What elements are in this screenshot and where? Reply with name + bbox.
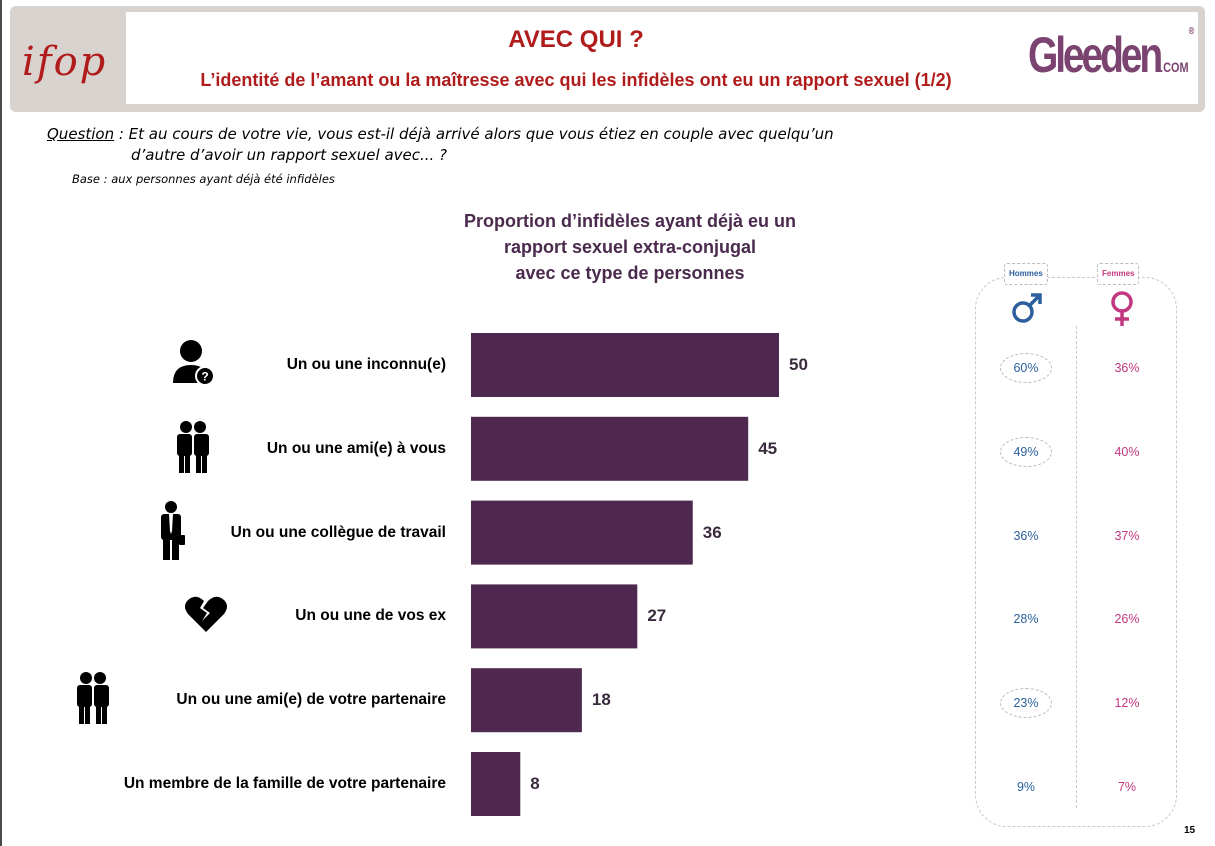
page-left-edge	[0, 0, 2, 846]
gleeden-logo: Gleeden.COM ®	[1028, 26, 1194, 90]
bar-1	[471, 333, 779, 397]
gender-divider	[1076, 326, 1077, 808]
men-column-label: Hommes	[1004, 263, 1048, 285]
header-panel	[126, 12, 1198, 104]
men-highlight-ring-5	[1000, 688, 1052, 719]
page-title: AVEC QUI ?	[508, 26, 644, 53]
category-label-3: Un ou une collègue de travail	[230, 523, 446, 541]
broken-heart-icon	[184, 594, 228, 638]
men-pct-2: 49%	[1013, 444, 1039, 459]
bar-4	[471, 584, 638, 649]
value-label-1: 50	[789, 355, 808, 374]
female-symbol-icon	[1111, 291, 1133, 326]
bar-6	[471, 752, 521, 816]
ifop-logo: ifop	[22, 39, 108, 85]
chart-title-line-1: Proportion d’infidèles ayant déjà eu un	[463, 211, 797, 231]
category-label-4: Un ou une de vos ex	[295, 607, 446, 625]
men-pct-4: 28%	[1013, 612, 1039, 627]
male-symbol-icon	[1012, 293, 1042, 323]
women-pct-4: 26%	[1114, 612, 1140, 627]
category-label-2: Un ou une ami(e) à vous	[266, 439, 446, 457]
value-label-5: 18	[591, 690, 611, 710]
category-label-5: Un ou une ami(e) de votre partenaire	[176, 691, 446, 709]
women-pct-3: 37%	[1114, 528, 1140, 543]
chart-title: Proportion d’infidèles ayant déjà eu un …	[440, 208, 820, 286]
category-label-1: Un ou une inconnu(e)	[286, 356, 446, 373]
chart-title-line-2: rapport sexuel extra-conjugal	[503, 237, 757, 257]
page-subtitle: L’identité de l’amant ou la maîtresse av…	[200, 70, 952, 90]
gleeden-logo-text: Gleeden	[1028, 27, 1163, 83]
svg-text:?: ?	[201, 370, 208, 384]
category-label-6: Un membre de la famille de votre partena…	[123, 775, 446, 792]
men-pct-1: 60%	[1013, 361, 1039, 375]
women-pct-6: 7%	[1117, 780, 1137, 794]
question-label: Question	[47, 125, 115, 143]
bar-5	[471, 668, 582, 733]
colleague-icon	[157, 500, 185, 565]
gleeden-logo-reg: ®	[1188, 26, 1195, 37]
partner-friends-icon	[75, 671, 111, 729]
bar-3	[471, 500, 693, 565]
value-label-2: 45	[758, 438, 778, 458]
page-number: 15	[1184, 825, 1196, 836]
base-note: Base : aux personnes ayant déjà été infi…	[72, 172, 335, 186]
bar-2	[471, 416, 749, 481]
men-highlight-ring-1	[1000, 353, 1052, 383]
gleeden-logo-com: .COM	[1160, 59, 1189, 75]
men-pct-6: 9%	[1016, 780, 1036, 794]
question-line-1: : Et au cours de votre vie, vous est-il …	[114, 125, 834, 143]
question-line-2: d’autre d’avoir un rapport sexuel avec..…	[131, 146, 448, 164]
men-highlight-ring-2	[1000, 436, 1052, 467]
value-label-6: 8	[530, 774, 540, 793]
women-column-label: Femmes	[1097, 263, 1140, 285]
question-text: Question : Et au cours de votre vie, vou…	[47, 124, 907, 166]
women-pct-2: 40%	[1114, 444, 1140, 459]
friends-icon	[175, 420, 211, 478]
value-label-3: 36	[702, 522, 722, 542]
men-pct-5: 23%	[1013, 696, 1039, 711]
unknown-person-icon: ?	[171, 339, 217, 391]
women-pct-5: 12%	[1114, 696, 1140, 711]
chart-title-line-3: avec ce type de personnes	[515, 263, 745, 283]
gender-breakdown-panel	[975, 277, 1177, 827]
women-pct-1: 36%	[1114, 361, 1140, 375]
men-pct-3: 36%	[1013, 528, 1039, 543]
value-label-4: 27	[647, 606, 667, 626]
